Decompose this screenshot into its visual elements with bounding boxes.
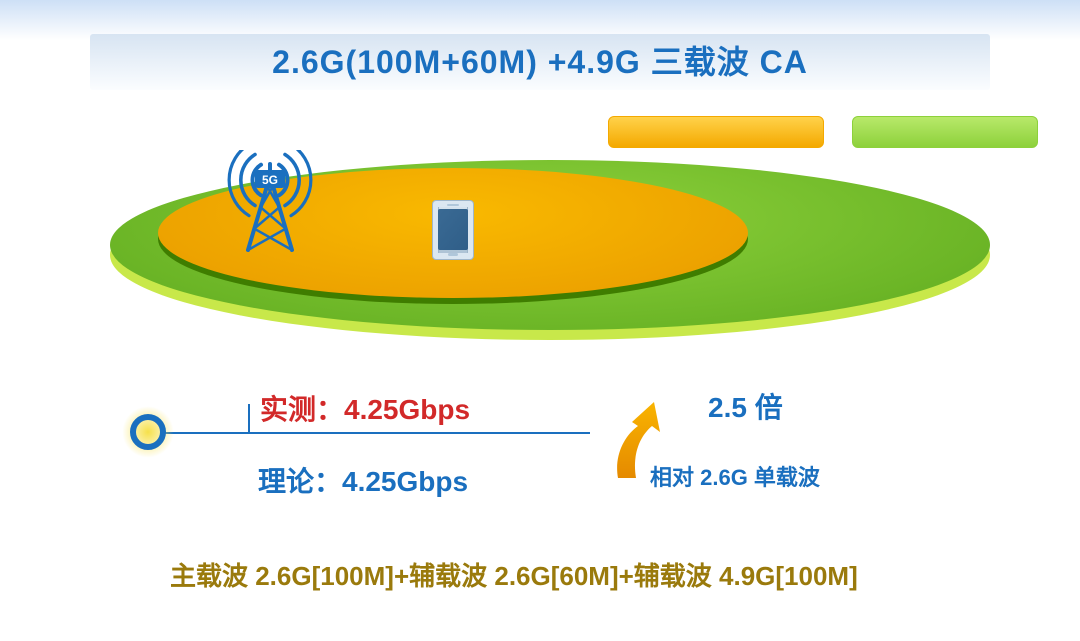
phone-icon bbox=[432, 200, 474, 260]
phone-home bbox=[448, 253, 458, 256]
actual-speed-label: 实测：4.25Gbps bbox=[260, 388, 470, 428]
multiplier-value: 2.5 倍 bbox=[708, 386, 783, 426]
ring-marker bbox=[130, 414, 166, 450]
infographic-stage: 2.6G(100M+60M) +4.9G 三载波 CA 5G 实测：4.25Gb… bbox=[0, 0, 1080, 641]
measure-step-v bbox=[248, 404, 250, 434]
carrier-caption: 主载波 2.6G[100M]+辅载波 2.6G[60M]+辅载波 4.9G[10… bbox=[170, 556, 858, 593]
legend-green-pill bbox=[852, 116, 1038, 148]
measure-step-h bbox=[160, 432, 590, 434]
svg-text:5G: 5G bbox=[262, 173, 278, 187]
theory-speed-label: 理论：4.25Gbps bbox=[258, 460, 468, 500]
multiplier-sub: 相对 2.6G 单载波 bbox=[650, 460, 820, 492]
title-bar: 2.6G(100M+60M) +4.9G 三载波 CA bbox=[90, 34, 990, 90]
phone-speaker bbox=[447, 204, 459, 206]
tower-icon: 5G bbox=[200, 150, 340, 260]
legend-orange-pill bbox=[608, 116, 824, 148]
phone-screen bbox=[438, 209, 468, 250]
